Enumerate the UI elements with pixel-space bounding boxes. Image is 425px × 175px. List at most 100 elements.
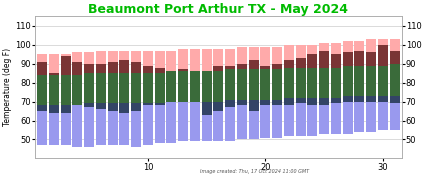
Bar [366,66,376,96]
Bar [49,75,59,105]
Bar [296,68,306,98]
Bar [331,54,341,68]
Bar [272,105,282,138]
Bar [331,103,341,134]
Bar [307,54,317,68]
Bar [296,103,306,136]
Bar [237,100,247,105]
Bar [261,105,270,138]
Bar [343,96,353,102]
Bar [119,113,130,145]
Bar [213,66,224,111]
Bar [72,75,82,105]
Text: Image created: Thu, 17 Oct 2024 11:00 GMT: Image created: Thu, 17 Oct 2024 11:00 GM… [201,169,309,174]
Bar [284,60,294,68]
Bar [237,64,247,105]
Bar [72,52,82,62]
Bar [284,98,294,105]
Bar [225,66,235,107]
Bar [96,103,106,109]
Bar [190,71,200,102]
Bar [331,43,341,54]
Bar [84,64,94,73]
Bar [307,45,317,54]
Bar [272,64,282,69]
Bar [167,71,176,102]
Bar [366,52,376,66]
Bar [167,102,176,143]
Bar [178,49,188,69]
Bar [331,98,341,103]
Bar [366,39,376,52]
Bar [307,98,317,105]
Bar [390,96,400,103]
Bar [307,105,317,136]
Bar [119,73,130,103]
Bar [201,73,212,115]
Bar [37,62,47,111]
Bar [237,105,247,139]
Bar [249,111,259,139]
Bar [378,45,388,102]
Bar [131,62,141,73]
Bar [155,105,164,143]
Bar [319,43,329,51]
Bar [343,102,353,134]
Bar [119,51,130,60]
Bar [237,47,247,64]
Bar [261,100,270,105]
Bar [72,62,82,75]
Bar [167,71,176,102]
Bar [343,66,353,96]
Bar [366,52,376,102]
Bar [378,66,388,96]
Bar [178,69,188,102]
Bar [61,54,71,56]
Bar [119,60,130,73]
Bar [143,105,153,145]
Bar [49,54,59,73]
Bar [272,69,282,100]
Bar [84,107,94,147]
Bar [237,64,247,69]
Bar [284,60,294,105]
Title: Beaumont Port Arthur TX - May 2024: Beaumont Port Arthur TX - May 2024 [88,4,348,16]
Bar [261,66,270,69]
Bar [354,51,364,102]
Bar [108,62,118,73]
Bar [201,49,212,73]
Bar [390,64,400,96]
Bar [84,52,94,64]
Bar [343,52,353,102]
Bar [96,64,106,73]
Bar [84,73,94,103]
Bar [249,69,259,100]
Bar [155,68,164,105]
Bar [366,102,376,132]
Bar [143,66,153,105]
Bar [296,45,306,58]
Bar [131,111,141,147]
Bar [96,64,106,109]
Bar [213,71,224,102]
Bar [378,45,388,66]
Bar [37,54,47,62]
Bar [319,98,329,105]
Bar [272,100,282,105]
Bar [331,68,341,98]
Bar [49,105,59,113]
Bar [225,49,235,66]
Bar [296,58,306,68]
Bar [225,107,235,141]
Bar [319,51,329,68]
Bar [72,105,82,147]
Bar [143,73,153,103]
Bar [61,56,71,113]
Bar [225,66,235,69]
Bar [201,115,212,141]
Bar [155,68,164,73]
Bar [249,60,259,69]
Bar [37,105,47,111]
Bar [378,96,388,102]
Bar [213,111,224,141]
